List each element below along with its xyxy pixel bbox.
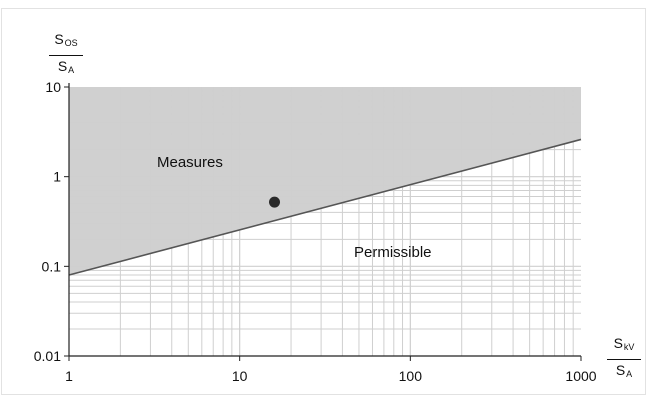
x-tick-label: 1 <box>65 368 73 384</box>
x-tick-label: 100 <box>399 368 423 384</box>
chart-frame: 0.01 0.1 1 10 1 10 100 1000 Measures Permissible… <box>1 8 646 395</box>
region-label-permissible: Permissible <box>354 244 432 261</box>
x-tick-label: 10 <box>232 368 248 384</box>
x-axis-label: SkV SA <box>607 336 641 382</box>
chart: 0.01 0.1 1 10 1 10 100 1000 Measures Permissible <box>34 79 597 384</box>
boundary-line <box>68 138 582 276</box>
y-tick-label: 10 <box>45 79 61 95</box>
data-point <box>269 196 281 208</box>
x-tick-label: 1000 <box>565 368 596 384</box>
y-tick-label: 0.01 <box>34 348 61 364</box>
y-tick-label: 0.1 <box>42 258 62 274</box>
y-tick-label: 1 <box>53 169 61 185</box>
y-axis-label: SOS SA <box>49 32 83 78</box>
region-label-measures: Measures <box>157 154 223 171</box>
